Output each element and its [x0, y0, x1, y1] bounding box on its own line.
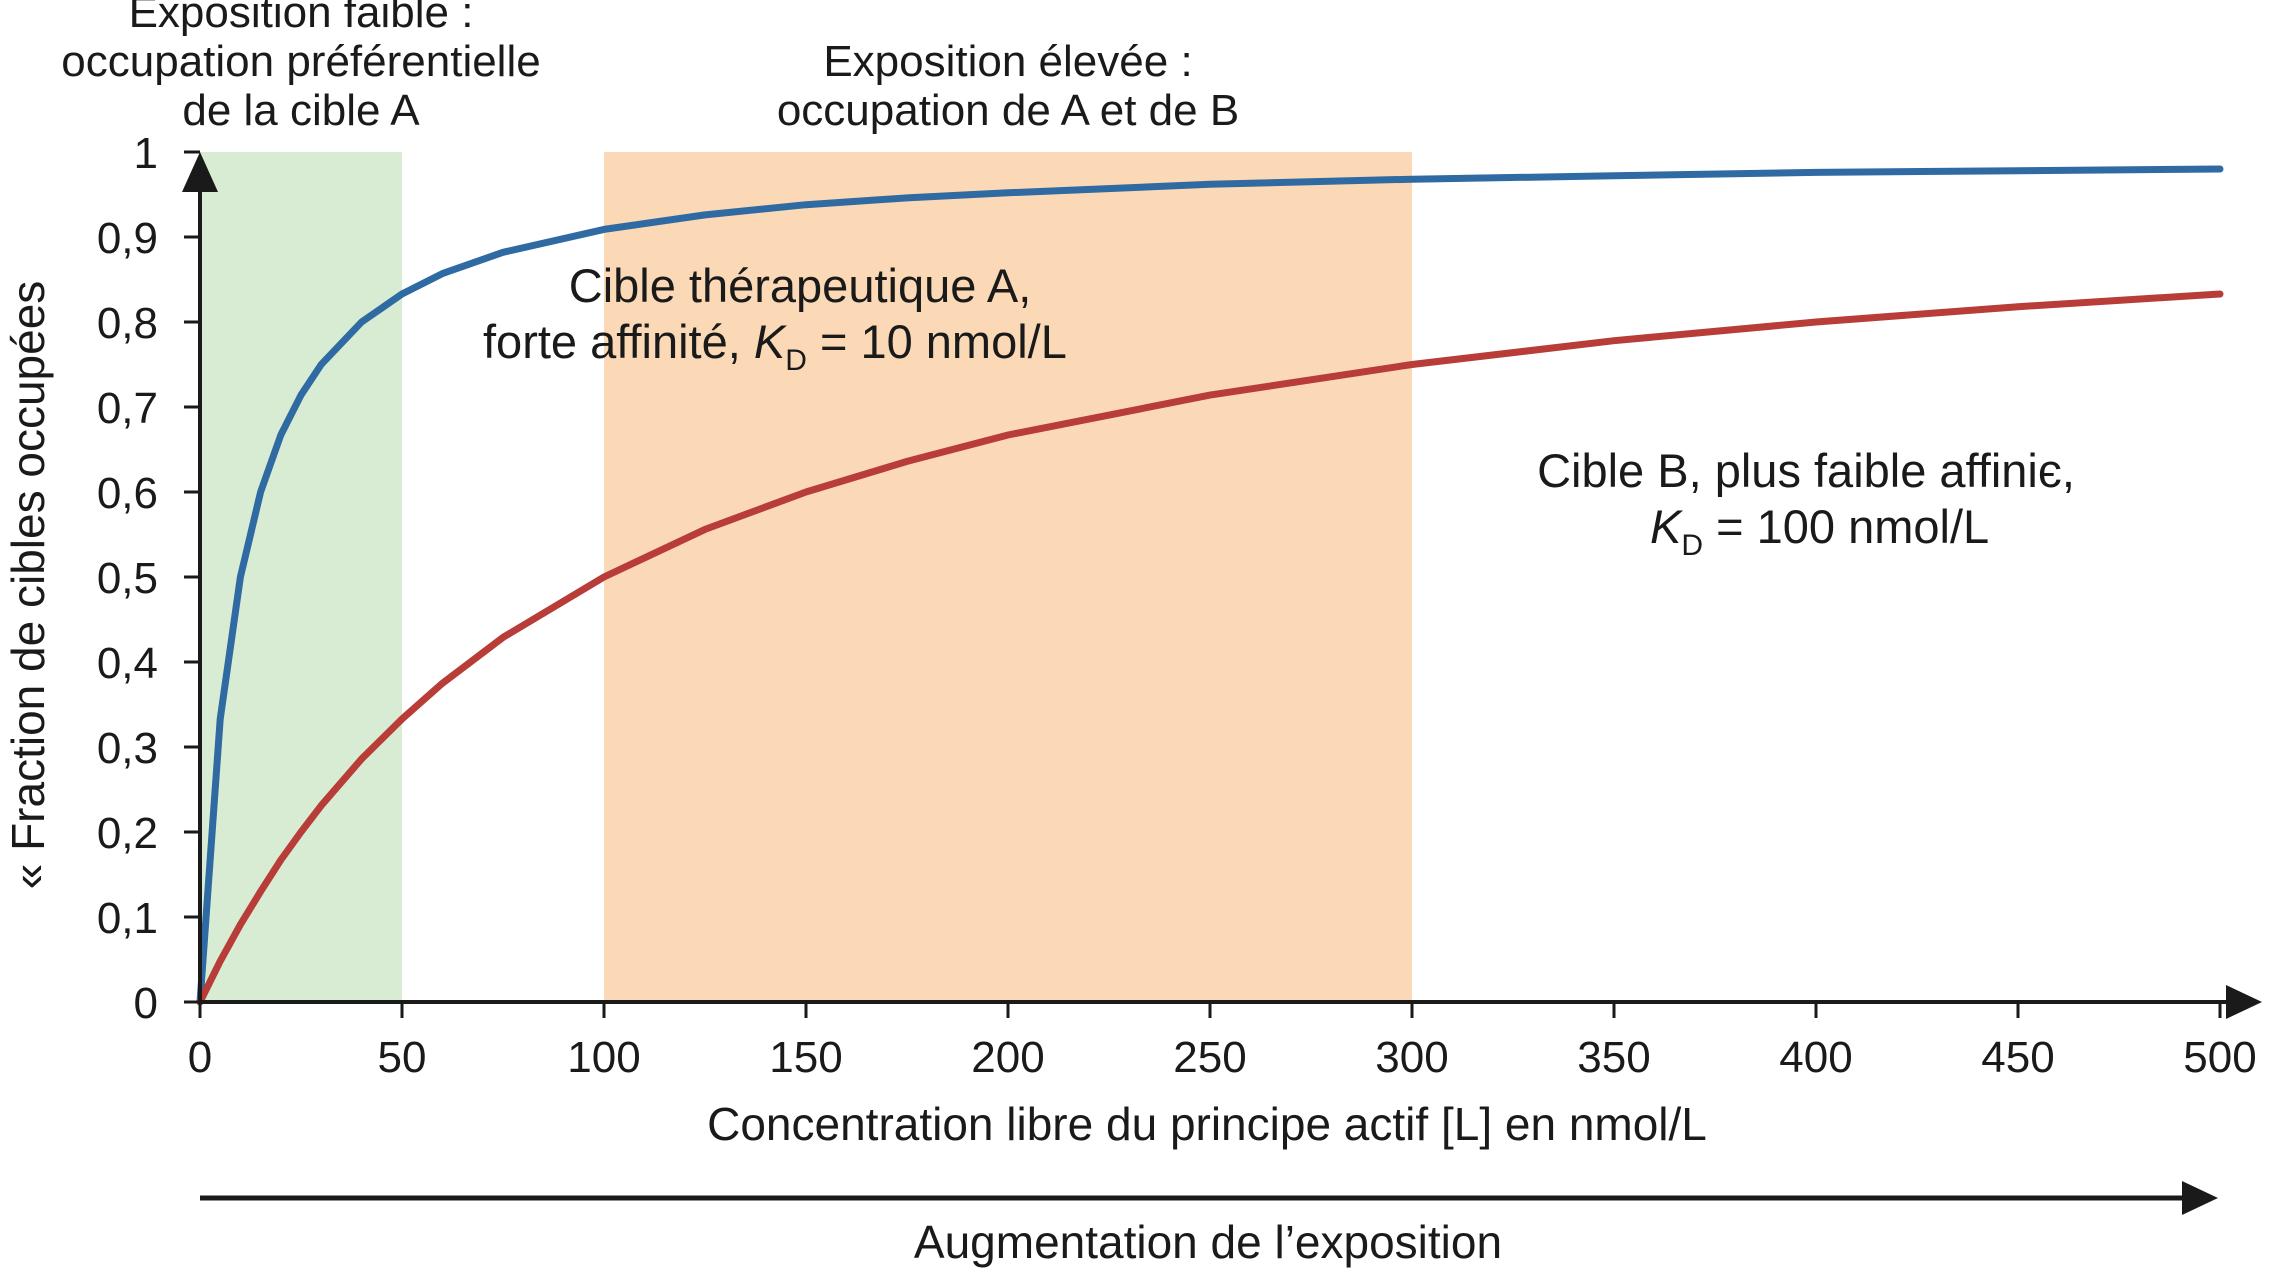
- curve-a-label-line1: Cible thérapeutique A,: [569, 259, 1032, 312]
- x-tick-label: 0: [188, 1033, 212, 1082]
- curve-line-b: [196, 290, 2224, 1006]
- exposure-region-2: [604, 152, 1412, 1002]
- x-tick-label: 300: [1375, 1033, 1448, 1082]
- x-tick-label: 350: [1577, 1033, 1650, 1082]
- x-tick-label: 250: [1173, 1033, 1246, 1082]
- y-tick-label: 0,3: [97, 724, 158, 773]
- curve-a-label-line2: forte affinité, KD = 10 nmol/L: [483, 315, 1067, 377]
- exposure-arrow: [200, 1181, 2218, 1215]
- tick-labels: 0 50 100 150 200 250 300 350 400 450 500 0 0,1 0,2 0,3…: [97, 129, 2257, 1082]
- curve-b-value: = 100 nmol/L: [1703, 500, 1989, 553]
- y-axis-label: « Fraction de cibles occupées: [2, 281, 54, 890]
- y-tick-label: 0,5: [97, 554, 158, 603]
- x-tick-label: 450: [1981, 1033, 2054, 1082]
- y-axis-arrowhead: [182, 152, 218, 192]
- y-tick-label: 0,7: [97, 384, 158, 433]
- x-tick-label: 150: [769, 1033, 842, 1082]
- curve-line-a: [196, 165, 2224, 1006]
- y-tick-label: 1: [134, 129, 158, 178]
- x-axis-label: Concentration libre du principe actif [L…: [707, 1098, 1707, 1150]
- y-tick-label: 0,1: [97, 894, 158, 943]
- y-tick-label: 0,9: [97, 214, 158, 263]
- curve-b-label-line1: Cible B, plus faible affiniє,: [1537, 444, 2075, 497]
- exposure-arrow-head: [2182, 1181, 2218, 1215]
- curve-b-label-line2: KD = 100 nmol/L: [1650, 500, 1989, 562]
- x-tick-label: 100: [567, 1033, 640, 1082]
- kd-symbol-b: K: [1650, 500, 1684, 553]
- exposure-region-1: [200, 152, 402, 1002]
- region-2-label-line-2: occupation de A et de B: [777, 86, 1239, 135]
- kd-symbol-a: K: [754, 315, 788, 368]
- curve-a-prefix: forte affinité,: [483, 315, 754, 368]
- curve-a-value: = 10 nmol/L: [807, 315, 1067, 368]
- x-axis-arrowhead: [2226, 985, 2262, 1019]
- y-tick-label: 0,8: [97, 299, 158, 348]
- x-tick-label: 400: [1779, 1033, 1852, 1082]
- y-tick-label: 0,6: [97, 469, 158, 518]
- x-tick-label: 500: [2183, 1033, 2256, 1082]
- region-1-label-line-3: de la cible A: [182, 86, 420, 135]
- exposure-regions: [200, 152, 1412, 1002]
- region-1-label-line-1: Exposition faible :: [129, 0, 474, 37]
- y-tick-label: 0: [134, 979, 158, 1028]
- y-tick-label: 0,4: [97, 639, 158, 688]
- region-1-label-line-2: occupation préférentielle: [61, 37, 540, 86]
- x-tick-label: 50: [378, 1033, 427, 1082]
- axes: [182, 152, 2262, 1019]
- y-tick-label: 0,2: [97, 809, 158, 858]
- kd-subscript-a: D: [785, 344, 807, 377]
- region-labels: Exposition faible :occupation préférenti…: [61, 0, 1239, 135]
- x-tick-label: 200: [971, 1033, 1044, 1082]
- exposure-arrow-label: Augmentation de l’exposition: [914, 1216, 1502, 1268]
- occupancy-curves: [196, 165, 2224, 1006]
- kd-subscript-b: D: [1681, 529, 1703, 562]
- region-2-label-line-1: Exposition élevée :: [823, 37, 1192, 86]
